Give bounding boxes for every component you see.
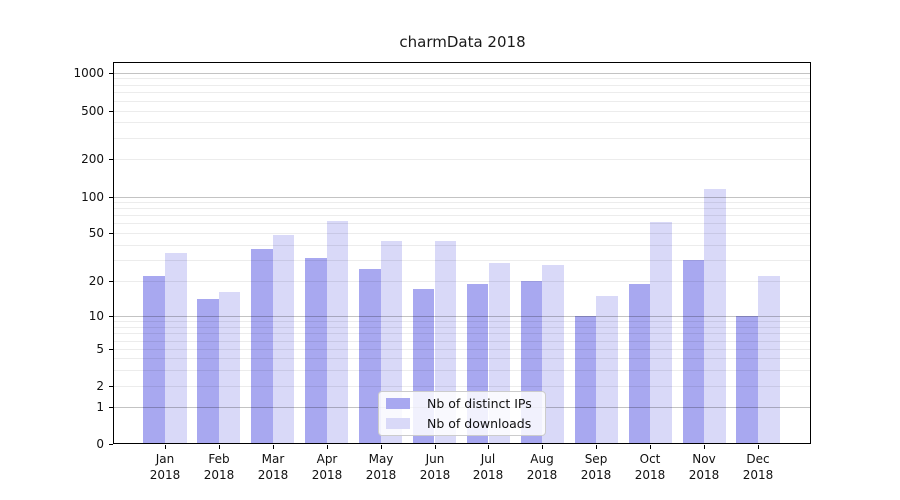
x-tick-label: May 2018 bbox=[365, 452, 397, 482]
x-tick-label: Jul 2018 bbox=[472, 452, 504, 482]
x-tick-mark bbox=[165, 445, 166, 449]
x-tick-mark bbox=[219, 445, 220, 449]
bar-downloads bbox=[326, 220, 349, 443]
x-tick-mark bbox=[273, 445, 274, 449]
y-tick-mark bbox=[109, 407, 113, 408]
x-tick-label: Jun 2018 bbox=[419, 452, 451, 482]
x-tick-mark bbox=[650, 445, 651, 449]
legend-label-distinct-ips: Nb of distinct IPs bbox=[427, 396, 532, 411]
y-tick-label: 2 bbox=[96, 379, 104, 393]
bar-downloads bbox=[704, 188, 726, 443]
x-tick-mark bbox=[704, 445, 705, 449]
bar-downloads bbox=[542, 265, 564, 443]
chart-title: charmData 2018 bbox=[399, 33, 526, 51]
legend-item-downloads: Nb of downloads bbox=[386, 416, 545, 432]
bar-distinct-ips bbox=[197, 299, 219, 443]
legend: Nb of distinct IPs Nb of downloads bbox=[378, 391, 546, 436]
y-tick-label: 200 bbox=[81, 152, 104, 166]
bar-distinct-ips bbox=[736, 316, 758, 443]
x-tick-mark bbox=[596, 445, 597, 449]
x-tick-label: Oct 2018 bbox=[634, 452, 666, 482]
bar-distinct-ips bbox=[143, 276, 165, 443]
bar-downloads bbox=[650, 221, 672, 443]
y-tick-label: 10 bbox=[88, 309, 104, 323]
x-tick-label: Jan 2018 bbox=[149, 452, 181, 482]
y-tick-mark bbox=[109, 386, 113, 387]
legend-label-downloads: Nb of downloads bbox=[427, 416, 532, 431]
x-tick-label: Sep 2018 bbox=[580, 452, 612, 482]
legend-swatch-downloads bbox=[386, 418, 410, 429]
gridline-minor bbox=[114, 101, 811, 102]
x-tick-label: Apr 2018 bbox=[311, 452, 343, 482]
y-tick-label: 50 bbox=[88, 226, 104, 240]
bar-distinct-ips bbox=[574, 316, 597, 443]
y-tick-mark bbox=[109, 111, 113, 112]
y-tick-mark bbox=[109, 444, 113, 445]
x-tick-label: Feb 2018 bbox=[203, 452, 235, 482]
gridline-minor bbox=[114, 159, 811, 160]
gridline-minor bbox=[114, 138, 811, 139]
gridline-minor bbox=[114, 92, 811, 93]
y-tick-mark bbox=[109, 159, 113, 160]
y-tick-mark bbox=[109, 73, 113, 74]
x-tick-mark bbox=[488, 445, 489, 449]
bar-distinct-ips bbox=[305, 258, 327, 443]
gridline-minor bbox=[114, 78, 811, 79]
bar-downloads bbox=[165, 253, 187, 443]
x-tick-mark bbox=[435, 445, 436, 449]
x-tick-mark bbox=[381, 445, 382, 449]
bar-downloads bbox=[758, 276, 780, 443]
y-tick-label: 5 bbox=[96, 342, 104, 356]
gridline-minor bbox=[114, 111, 811, 112]
y-tick-mark bbox=[109, 197, 113, 198]
y-tick-mark bbox=[109, 233, 113, 234]
y-tick-label: 100 bbox=[81, 190, 104, 204]
y-tick-mark bbox=[109, 316, 113, 317]
y-tick-label: 1000 bbox=[73, 66, 104, 80]
gridline-minor bbox=[114, 85, 811, 86]
y-tick-label: 20 bbox=[88, 274, 104, 288]
x-tick-label: Nov 2018 bbox=[688, 452, 720, 482]
y-tick-label: 500 bbox=[81, 104, 104, 118]
y-tick-mark bbox=[109, 349, 113, 350]
x-tick-mark bbox=[758, 445, 759, 449]
x-tick-label: Aug 2018 bbox=[526, 452, 558, 482]
gridline-major bbox=[114, 73, 811, 74]
bar-downloads bbox=[596, 295, 618, 443]
x-tick-mark bbox=[327, 445, 328, 449]
x-tick-label: Dec 2018 bbox=[742, 452, 774, 482]
gridline-minor bbox=[114, 122, 811, 123]
bar-distinct-ips bbox=[628, 283, 651, 443]
bar-distinct-ips bbox=[251, 248, 273, 443]
bar-distinct-ips bbox=[359, 269, 381, 443]
x-tick-mark bbox=[542, 445, 543, 449]
y-tick-mark bbox=[109, 281, 113, 282]
legend-item-distinct-ips: Nb of distinct IPs bbox=[386, 396, 545, 412]
y-tick-label: 1 bbox=[96, 400, 104, 414]
legend-swatch-distinct-ips bbox=[386, 398, 410, 409]
bar-distinct-ips bbox=[682, 259, 705, 443]
y-tick-label: 0 bbox=[96, 437, 104, 451]
x-tick-label: Mar 2018 bbox=[257, 452, 289, 482]
bar-downloads bbox=[272, 235, 295, 443]
bar-downloads bbox=[218, 292, 241, 443]
